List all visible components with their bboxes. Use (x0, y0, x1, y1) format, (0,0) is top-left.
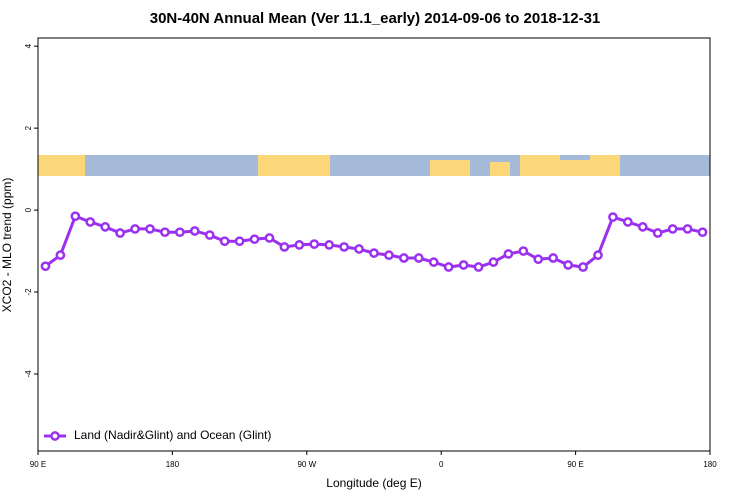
data-point (682, 224, 693, 234)
data-point (115, 228, 125, 238)
data-point (503, 249, 514, 259)
legend-label: Land (Nadir&Glint) and Ocean (Glint) (74, 428, 271, 442)
land (38, 155, 85, 176)
y-axis-label: XCO2 - MLO trend (ppm) (0, 178, 14, 313)
data-point (234, 236, 245, 247)
data-point (70, 211, 81, 222)
data-point (339, 242, 349, 252)
data-point (518, 246, 529, 256)
land (258, 155, 330, 176)
data-point (40, 261, 51, 272)
data-point (458, 260, 469, 270)
land (430, 160, 470, 176)
data-point (399, 253, 409, 263)
data-point (548, 253, 559, 263)
y-tick-label: -4 (24, 370, 33, 378)
data-point (488, 257, 499, 267)
data-point (55, 250, 66, 261)
data-point (175, 227, 185, 238)
x-tick-label: 180 (166, 460, 180, 469)
x-axis-label: Longitude (deg E) (326, 476, 421, 490)
data-point (354, 244, 364, 254)
data-point (443, 262, 454, 272)
data-point (428, 257, 439, 267)
data-point (324, 240, 335, 250)
data-point (667, 224, 678, 234)
data-point (100, 222, 111, 232)
y-tick-label: 2 (24, 125, 33, 130)
data-point (652, 228, 663, 238)
chart-title: 30N-40N Annual Mean (Ver 11.1_early) 201… (150, 10, 601, 27)
data-point (413, 253, 424, 263)
x-tick-label: 0 (439, 460, 444, 469)
data-point (533, 254, 544, 265)
ocean (560, 155, 590, 160)
y-tick-label: 4 (24, 43, 33, 48)
x-tick-label: 180 (703, 460, 717, 469)
data-point (608, 212, 618, 222)
data-point (309, 239, 320, 249)
data-point (637, 222, 648, 232)
data-point (130, 224, 140, 234)
x-tick-label: 90 E (30, 460, 46, 469)
data-point (145, 224, 155, 234)
data-point (204, 230, 215, 240)
data-point (85, 217, 96, 227)
data-point (264, 233, 275, 243)
data-point (219, 236, 230, 247)
land (490, 162, 510, 176)
data-point (294, 240, 305, 250)
data-point (623, 217, 633, 227)
data-point (473, 262, 484, 272)
data-point (279, 242, 290, 252)
x-tick-label: 90 W (297, 460, 316, 469)
data-point (697, 227, 708, 238)
data-point (249, 234, 260, 245)
x-tick-label: 90 E (567, 460, 583, 469)
data-point (384, 250, 394, 261)
data-point (160, 227, 170, 238)
data-point (578, 262, 588, 272)
series-line (44, 214, 703, 269)
legend-marker (50, 431, 60, 441)
land (520, 155, 620, 176)
y-tick-label: 0 (24, 207, 33, 212)
plot-frame (37, 37, 711, 452)
y-tick-label: -2 (24, 288, 33, 296)
data-point (369, 248, 379, 258)
map-strip (38, 155, 710, 176)
data-point (563, 260, 573, 270)
data-point (593, 250, 603, 261)
data-point (189, 226, 200, 236)
